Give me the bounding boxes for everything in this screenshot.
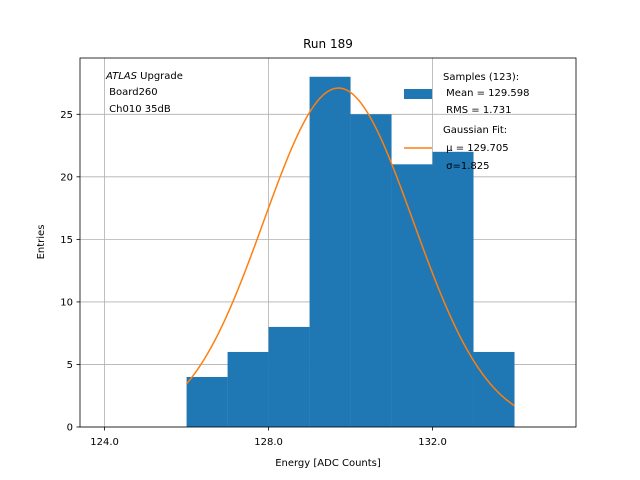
- y-tick-label: 25: [60, 110, 73, 121]
- y-tick-label: 20: [60, 172, 73, 183]
- histogram-bar: [309, 76, 351, 428]
- histogram-bar: [391, 164, 433, 428]
- legend-samples-mean: Mean = 129.598: [443, 88, 530, 99]
- y-axis-label: Entries: [36, 225, 47, 260]
- atlas-annotation: ATLAS Upgrade Board260 Ch010 35dB: [105, 71, 183, 115]
- legend-fit-mu: μ = 129.705: [443, 143, 509, 154]
- y-tick-label: 0: [67, 423, 73, 434]
- legend: Samples (123): Mean = 129.598 RMS = 1.73…: [404, 72, 530, 172]
- legend-samples-rms: RMS = 1.731: [443, 105, 511, 116]
- x-tick-label: 132.0: [418, 437, 447, 448]
- legend-fit-sigma: σ=1.825: [443, 161, 490, 172]
- chart-title: Run 189: [303, 37, 353, 51]
- annotation-line-1: ATLAS Upgrade: [105, 71, 183, 82]
- y-tick-label: 15: [60, 235, 73, 246]
- x-tick-label: 124.0: [90, 437, 119, 448]
- x-tick-label: 128.0: [254, 437, 283, 448]
- annotation-atlas-word: ATLAS: [105, 71, 138, 82]
- plot-frame: [79, 57, 577, 428]
- histogram-bar: [186, 376, 228, 427]
- annotation-upgrade-word: Upgrade: [137, 71, 183, 82]
- histogram-bar: [350, 114, 392, 427]
- gaussian-fit-curve: [186, 87, 515, 407]
- annotation-channel: Ch010 35dB: [106, 104, 171, 115]
- y-tick-label: 10: [60, 297, 73, 308]
- x-axis-ticks: 124.0 128.0 132.0: [90, 427, 447, 448]
- y-axis-ticks: 0 5 10 15 20 25: [60, 110, 80, 434]
- histogram-bars: [186, 76, 515, 428]
- legend-samples-swatch: [404, 89, 432, 99]
- histogram-bar: [227, 351, 269, 427]
- x-axis-label: Energy [ADC Counts]: [275, 458, 381, 469]
- histogram-bar: [473, 351, 515, 427]
- y-tick-label: 5: [67, 360, 73, 371]
- histogram-bar: [268, 326, 310, 427]
- legend-samples-label: Samples (123):: [443, 72, 519, 83]
- annotation-board: Board260: [106, 87, 158, 98]
- legend-fit-label: Gaussian Fit:: [443, 125, 507, 136]
